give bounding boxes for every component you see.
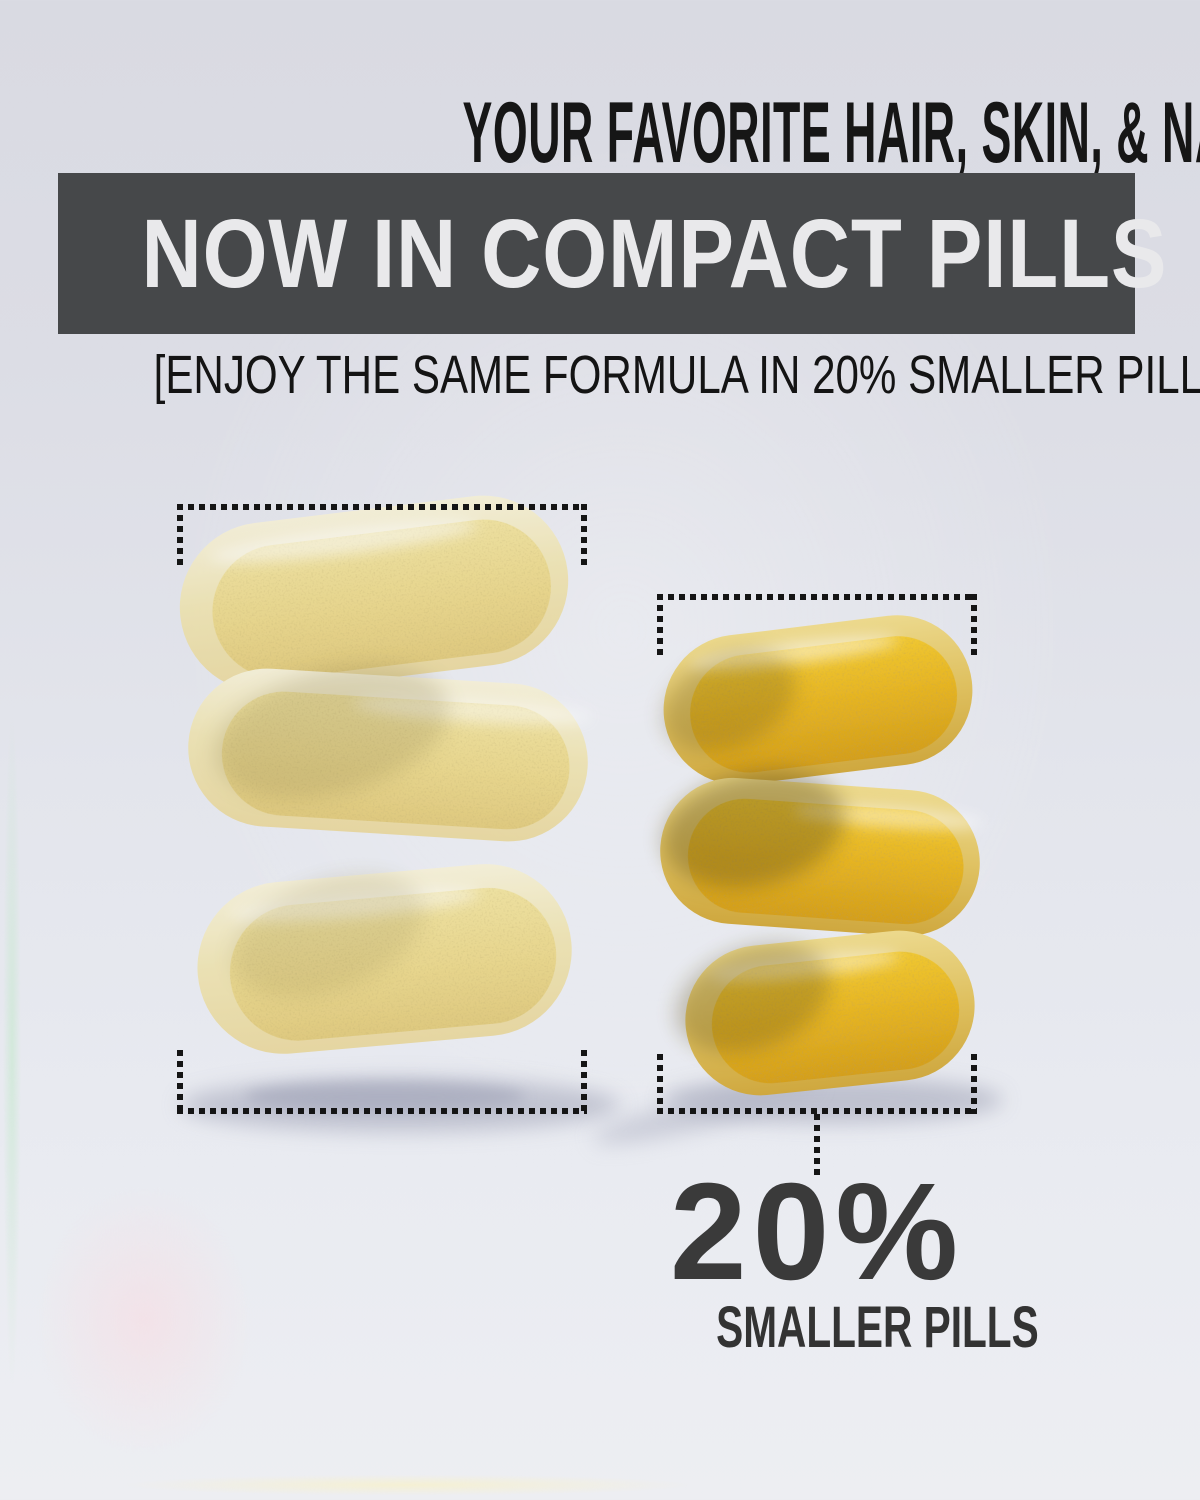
original-pill-2 <box>188 664 593 842</box>
percent-value: 20% <box>669 1155 965 1309</box>
headline-text: YOUR FAVORITE HAIR, SKIN, & NAIL VITAMIN <box>462 85 1200 181</box>
compact-bracket-top-line <box>657 594 977 600</box>
original-bracket-top-left <box>177 504 183 566</box>
subheadline-text: [ENJOY THE SAME FORMULA IN 20% SMALLER P… <box>153 345 1200 405</box>
original-bracket-bottom-line <box>177 1108 587 1114</box>
original-bracket-top-right <box>581 504 587 566</box>
compact-pill-2 <box>660 771 983 937</box>
compact-pill-1 <box>663 615 973 785</box>
subheadline: [ENJOY THE SAME FORMULA IN 20% SMALLER P… <box>0 346 1200 404</box>
original-bracket-top-line <box>177 504 587 510</box>
original-bracket-bottom-right <box>581 1050 587 1114</box>
compact-bracket-bottom-line <box>657 1108 977 1114</box>
compact-bracket-top-left <box>657 594 663 656</box>
original-bracket-bottom-left <box>177 1050 183 1114</box>
original-pill-3 <box>197 864 572 1054</box>
headline: YOUR FAVORITE HAIR, SKIN, & NAIL VITAMIN <box>0 85 1200 181</box>
compact-pill-3 <box>675 930 975 1096</box>
compact-bracket-top-right <box>971 594 977 656</box>
percent-label: SMALLER PILLS <box>716 1295 1039 1360</box>
original-pill-1 <box>179 495 569 693</box>
banner-text: NOW IN COMPACT PILLS <box>141 199 1168 308</box>
callout-connector-line <box>814 1114 820 1178</box>
compact-bracket-bottom-right <box>971 1054 977 1114</box>
compact-pill-stack <box>660 615 983 1096</box>
size-callout: 20% SMALLER PILLS <box>647 1155 1039 1360</box>
original-pill-stack <box>179 495 593 1054</box>
banner: NOW IN COMPACT PILLS <box>58 173 1167 334</box>
compact-bracket-bottom-left <box>657 1054 663 1114</box>
